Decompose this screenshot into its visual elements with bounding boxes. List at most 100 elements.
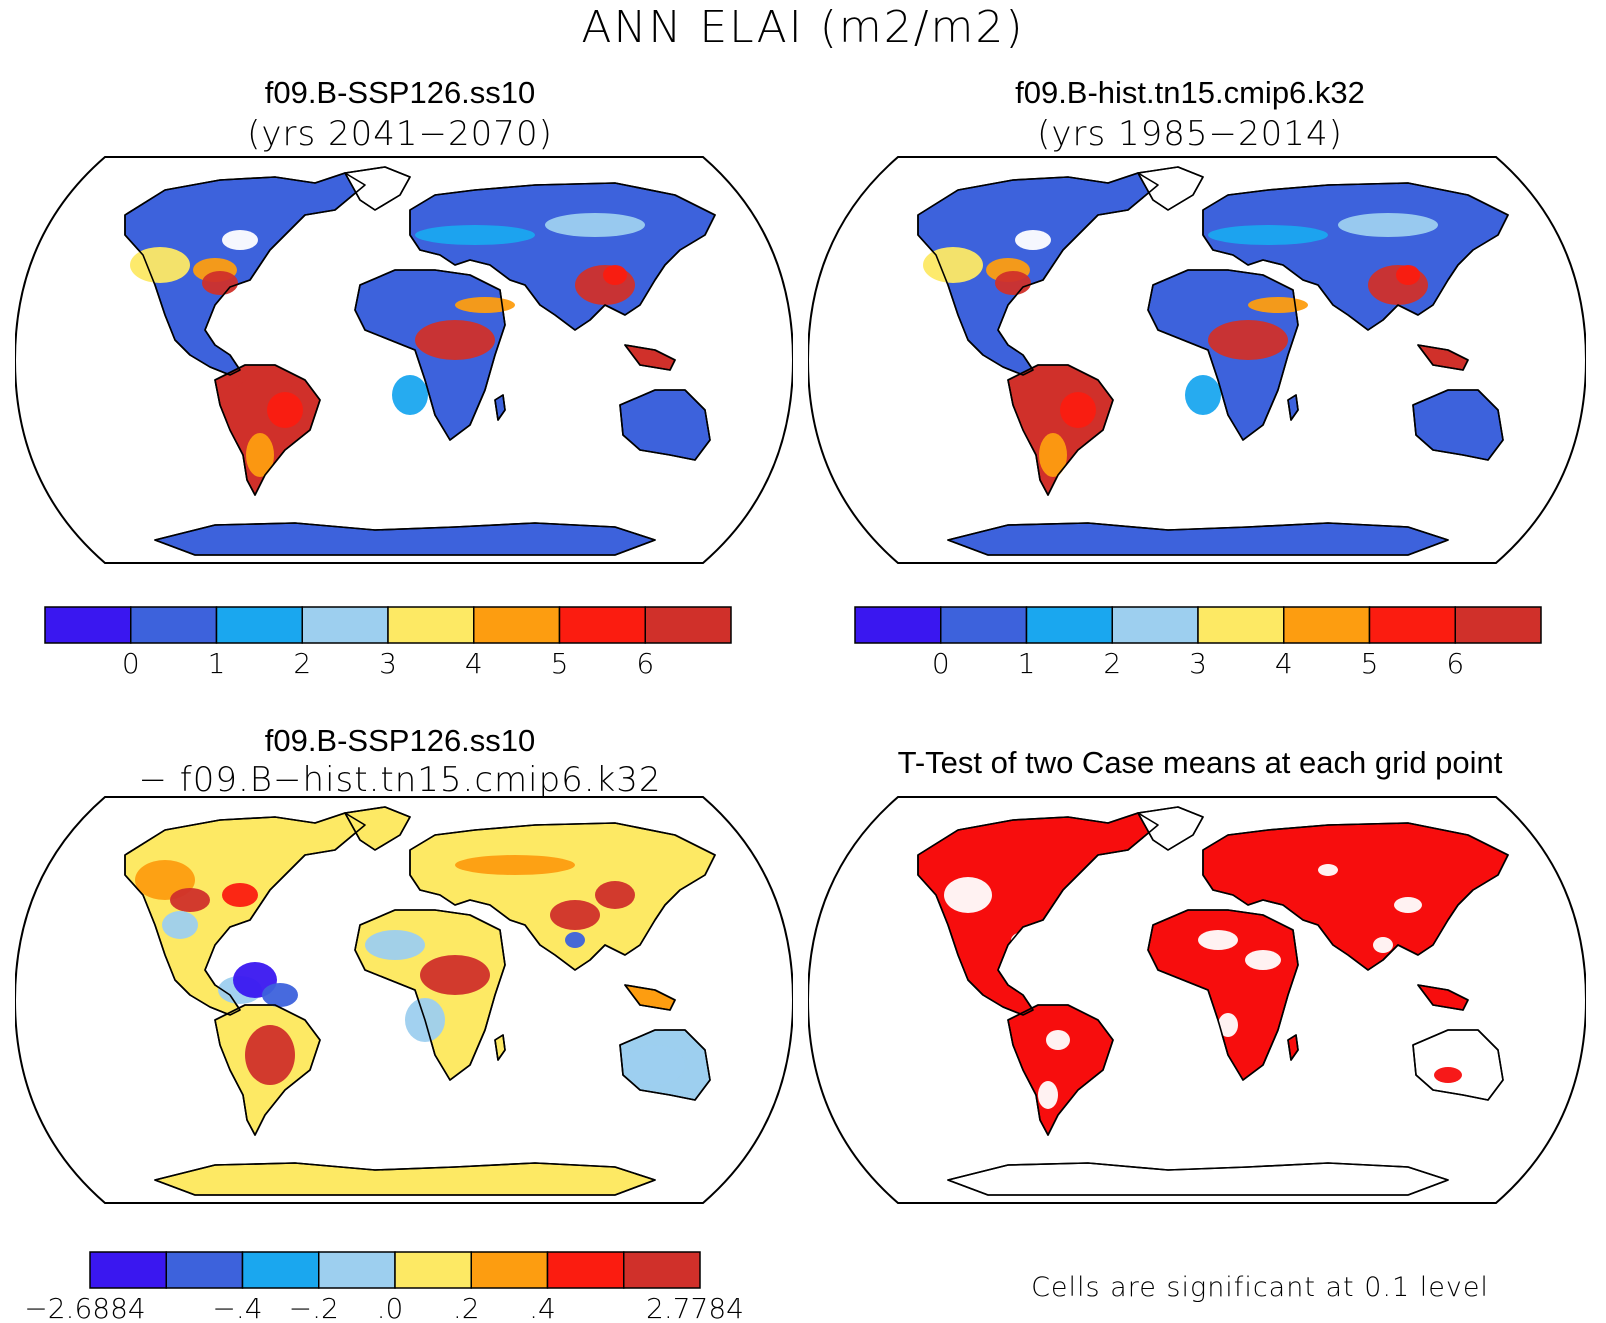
field-patch bbox=[130, 247, 190, 283]
panel-1-title: f09.B-SSP126.ss10 bbox=[264, 75, 536, 110]
colorbar-tick-label: 4 bbox=[1275, 647, 1293, 680]
colorbar-tick-label: 1 bbox=[1018, 647, 1036, 680]
field-patch bbox=[1318, 864, 1338, 876]
map-panel-ttest bbox=[808, 796, 1586, 1204]
field-patch bbox=[415, 320, 495, 360]
colorbar-tick-label: −.2 bbox=[289, 1292, 339, 1323]
field-patch bbox=[603, 265, 627, 285]
colorbar-tick-label: 2.7784 bbox=[646, 1292, 744, 1323]
field-patch bbox=[222, 883, 258, 907]
colorbar-swatch bbox=[1197, 606, 1285, 644]
field-patch bbox=[1185, 375, 1221, 415]
field-patch bbox=[420, 955, 490, 995]
field-patch bbox=[392, 375, 428, 415]
field-patch bbox=[1015, 230, 1051, 250]
field-patch bbox=[415, 225, 535, 245]
field-patch bbox=[1248, 297, 1308, 313]
colorbar-difference: −2.6884 −.4 −.2 .0 .2 .4 2.7784 bbox=[24, 1251, 744, 1323]
field-patch bbox=[995, 271, 1031, 295]
field-patch bbox=[1046, 1030, 1070, 1050]
field-patch bbox=[1038, 1081, 1058, 1109]
colorbar-tick-label: 6 bbox=[636, 647, 654, 680]
field-patch bbox=[455, 297, 515, 313]
field-patch bbox=[944, 877, 992, 913]
field-patch bbox=[1396, 265, 1420, 285]
colorbar-swatch bbox=[44, 606, 132, 644]
colorbar-tick-label: 3 bbox=[1189, 647, 1207, 680]
colorbar-swatch bbox=[165, 1251, 244, 1289]
colorbar-swatch bbox=[215, 606, 303, 644]
colorbar-swatch bbox=[644, 606, 732, 644]
field-patch bbox=[1208, 225, 1328, 245]
colorbar-swatch bbox=[318, 1251, 396, 1289]
colorbar-swatch bbox=[89, 1251, 167, 1289]
field-patch bbox=[245, 1025, 295, 1085]
colorbar-tick-label: 4 bbox=[465, 647, 483, 680]
map-frame bbox=[808, 796, 1586, 1204]
colorbar-tick-label: 2 bbox=[293, 647, 311, 680]
field-patch bbox=[565, 932, 585, 948]
field-patch bbox=[246, 433, 274, 477]
field-patch bbox=[1434, 1067, 1462, 1083]
field-patch bbox=[1373, 937, 1393, 953]
colorbar-swatch bbox=[940, 606, 1028, 644]
colorbar-swatch bbox=[558, 606, 646, 644]
field-patch bbox=[170, 888, 210, 912]
colorbar-swatch bbox=[470, 1251, 549, 1289]
colorbar-swatch bbox=[1111, 606, 1199, 644]
field-patch bbox=[267, 392, 303, 428]
field-patch bbox=[262, 983, 298, 1007]
colorbar-tick-label: 0 bbox=[932, 647, 950, 680]
figure-title: ANN ELAI (m2/m2) bbox=[581, 2, 1025, 53]
field-patch bbox=[1208, 320, 1288, 360]
field-patch bbox=[923, 247, 983, 283]
colorbar-tick-label: −.4 bbox=[212, 1292, 262, 1323]
map-frame bbox=[15, 796, 793, 1204]
significance-note: Cells are significant at 0.1 level bbox=[1031, 1272, 1489, 1303]
field-patch bbox=[202, 271, 238, 295]
field-patch bbox=[550, 900, 600, 930]
colorbar-swatch bbox=[1025, 606, 1113, 644]
panel-3-subtitle: − f09.B−hist.tn15.cmip6.k32 bbox=[138, 760, 662, 800]
colorbar-swatch bbox=[546, 1251, 625, 1289]
field-patch bbox=[1218, 1013, 1238, 1037]
colorbar-panel-1: 0 1 2 3 4 5 6 bbox=[44, 606, 732, 680]
panel-4-title: T-Test of two Case means at each grid po… bbox=[897, 745, 1503, 780]
field-patch bbox=[222, 230, 258, 250]
field-patch bbox=[1039, 433, 1067, 477]
field-patch bbox=[1198, 930, 1238, 950]
panel-1-subtitle: (yrs 2041−2070) bbox=[247, 114, 553, 154]
field-patch bbox=[1060, 392, 1096, 428]
map-frame bbox=[15, 156, 793, 564]
colorbar-swatch bbox=[1368, 606, 1456, 644]
colorbar-tick-label: .4 bbox=[529, 1292, 556, 1323]
panel-2-subtitle: (yrs 1985−2014) bbox=[1037, 114, 1343, 154]
field-patch bbox=[1011, 932, 1035, 948]
colorbar-swatch bbox=[387, 606, 475, 644]
colorbar-tick-label: .0 bbox=[377, 1292, 404, 1323]
colorbar-swatch bbox=[130, 606, 218, 644]
colorbar-swatch bbox=[301, 606, 389, 644]
field-patch bbox=[545, 213, 645, 237]
colorbar-tick-label: −2.6884 bbox=[24, 1292, 145, 1323]
panel-3-title: f09.B-SSP126.ss10 bbox=[264, 723, 536, 758]
colorbar-tick-label: 5 bbox=[551, 647, 569, 680]
map-panel-difference bbox=[15, 796, 793, 1204]
colorbar-tick-label: 0 bbox=[122, 647, 140, 680]
map-frame bbox=[808, 156, 1586, 564]
map-panel-ssp126 bbox=[15, 156, 793, 564]
colorbar-tick-label: 2 bbox=[1103, 647, 1121, 680]
colorbar-swatch bbox=[473, 606, 561, 644]
colorbar-swatch bbox=[854, 606, 942, 644]
colorbar-swatch bbox=[1454, 606, 1542, 644]
field-patch bbox=[595, 881, 635, 909]
colorbar-tick-label: 5 bbox=[1361, 647, 1379, 680]
field-patch bbox=[1245, 950, 1281, 970]
map-panel-hist bbox=[808, 156, 1586, 564]
colorbar-swatch bbox=[241, 1251, 320, 1289]
colorbar-tick-label: 3 bbox=[379, 647, 397, 680]
colorbar-swatch bbox=[623, 1251, 701, 1289]
field-patch bbox=[1338, 213, 1438, 237]
panel-2-title: f09.B-hist.tn15.cmip6.k32 bbox=[1015, 75, 1365, 110]
field-patch bbox=[365, 930, 425, 960]
